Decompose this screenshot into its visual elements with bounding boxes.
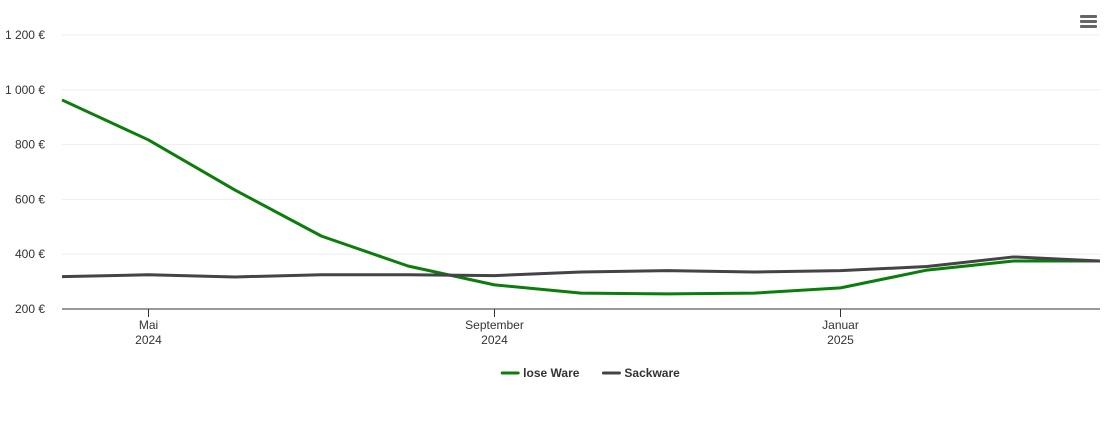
legend-item[interactable]: Sackware (601, 366, 680, 380)
legend: lose Ware Sackware (500, 366, 680, 380)
y-tick-label: 400 € (15, 247, 45, 261)
legend-label: lose Ware (523, 366, 580, 380)
menu-button[interactable] (1080, 15, 1097, 28)
legend-label: Sackware (624, 366, 680, 380)
line-series (61, 98, 1100, 296)
line-series (61, 255, 1101, 279)
x-tick-label: Januar 2025 (822, 318, 859, 347)
y-tick-label: 600 € (15, 192, 45, 206)
x-tick-label: Mai 2024 (135, 318, 162, 347)
y-tick-label: 200 € (15, 302, 45, 316)
y-tick-label: 1 000 € (5, 83, 45, 97)
y-tick-label: 1 200 € (5, 28, 45, 42)
y-tick-label: 800 € (15, 138, 45, 152)
x-tick-label: September 2024 (465, 318, 524, 347)
legend-item[interactable]: lose Ware (500, 366, 580, 380)
